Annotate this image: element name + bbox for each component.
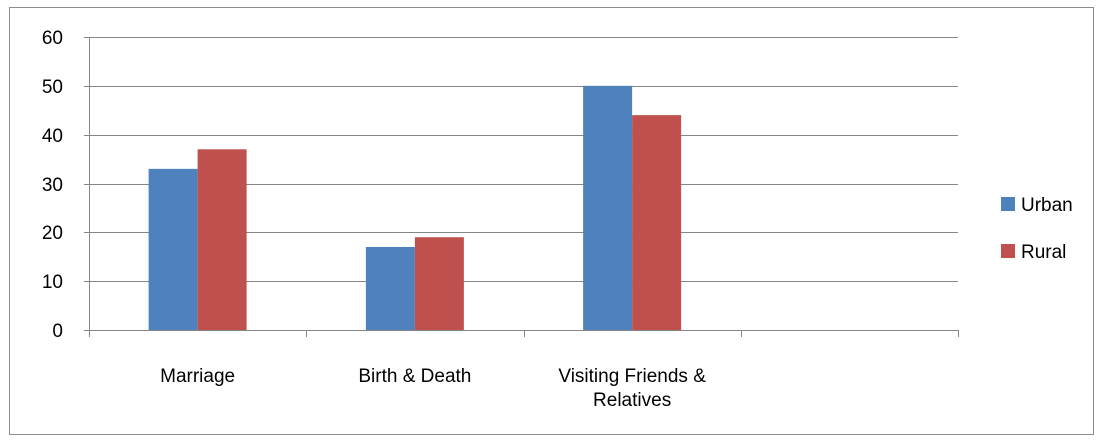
- bar-urban: [583, 86, 632, 330]
- x-tick-label: Visiting Friends & Relatives: [558, 366, 706, 411]
- y-tick-label: 20: [42, 223, 63, 244]
- legend-label-urban: Urban: [1021, 195, 1073, 216]
- legend-swatch-urban: [1001, 197, 1015, 211]
- bar-urban: [366, 247, 415, 330]
- legend-label-rural: Rural: [1021, 242, 1066, 263]
- y-tick-label: 30: [42, 175, 63, 196]
- y-tick-label: 50: [42, 77, 63, 98]
- bar-rural: [415, 237, 464, 330]
- x-tick-labels: Marriage Birth & Death Visiting Friends & R…: [160, 366, 706, 411]
- legend-swatch-rural: [1001, 244, 1015, 258]
- y-tick-label: 10: [42, 272, 63, 293]
- x-tick-label: Birth & Death: [358, 366, 471, 387]
- y-tick-labels: 0 10 20 30 40 50 60: [42, 28, 63, 342]
- y-tick-label: 40: [42, 126, 63, 147]
- bar-urban: [149, 169, 198, 330]
- bar-rural: [198, 149, 247, 330]
- bars: [149, 86, 682, 330]
- legend: Urban Rural: [1001, 195, 1073, 263]
- y-tick-label: 60: [42, 28, 63, 49]
- x-tick-label: Marriage: [160, 366, 235, 387]
- y-tick-label: 0: [52, 321, 63, 342]
- bar-rural: [632, 115, 681, 330]
